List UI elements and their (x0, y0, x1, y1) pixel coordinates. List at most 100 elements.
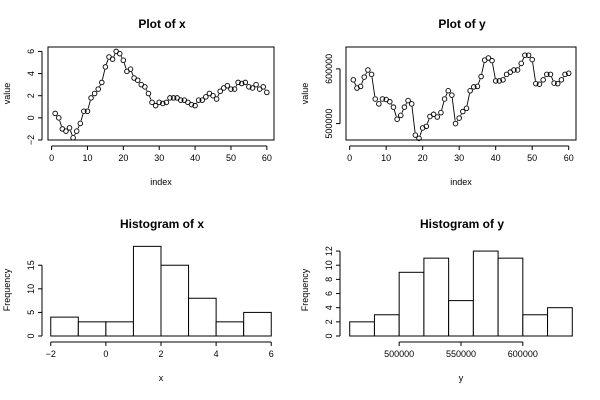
plot-y-data-point (540, 77, 546, 83)
hist-x-bar (105, 321, 134, 337)
plot-y-data-point (544, 71, 550, 78)
plot-y-data-point (357, 83, 364, 90)
plot-y-data-point (416, 135, 422, 142)
plot-y-line-segment (551, 76, 554, 81)
hist-y-x-tick-label: 600000 (508, 349, 538, 359)
plot-x-data-point (203, 94, 209, 100)
plot-x-data-point (81, 108, 87, 114)
hist-y-bar (547, 307, 573, 337)
hist-y-bar (423, 257, 450, 337)
plot-y-data-point (525, 52, 532, 58)
plot-y-line-segment (460, 113, 462, 116)
hist-y-bar (448, 300, 474, 337)
hist-x-bar (243, 311, 272, 337)
plot-y-data-point (558, 77, 565, 83)
plot-x-data-point (56, 115, 62, 121)
plot-y-plot-frame (345, 46, 577, 141)
plot-y-line-segment (426, 119, 430, 124)
plot-y-x-tick-label: 60 (564, 153, 574, 163)
plot-x-data-point (235, 79, 241, 86)
plot-y-line-segment (411, 106, 416, 133)
plot-x-data-point (109, 56, 116, 62)
plot-y-data-point (554, 80, 561, 87)
plot-y-x-tick-label: 50 (527, 153, 537, 163)
plot-x-y-axis-label: value (2, 83, 12, 105)
plot-x-data-point (88, 95, 94, 101)
plot-y-data-point (412, 132, 419, 138)
hist-x-x-tick-label: 2 (158, 349, 163, 359)
plot-y-data-point (423, 123, 430, 130)
plot-y-data-point (405, 97, 411, 104)
plot-y-data-point (445, 88, 451, 94)
plot-y-data-point (492, 78, 499, 84)
plot-x-line-segment (99, 84, 101, 87)
plot-x-line-segment (131, 71, 134, 76)
plot-x-line-segment (59, 120, 62, 127)
plot-y-data-point (514, 67, 521, 73)
plot-y-data-point (449, 92, 455, 98)
plot-y-data-point (441, 96, 448, 102)
plot-y-data-point (456, 115, 462, 121)
plot-y-data-point (434, 114, 441, 120)
plot-x-data-point (228, 86, 234, 92)
plot-y-line-segment (405, 102, 408, 105)
plot-x-line-segment (102, 69, 106, 80)
plot-x-data-point (84, 108, 91, 114)
hist-x-title: Histogram of x (120, 217, 204, 231)
plot-y-x-tick-label: 20 (418, 153, 428, 163)
plot-x-y-tick-label: 0 (26, 115, 36, 120)
plot-x-data-point (163, 99, 170, 106)
plot-x-data-point (145, 90, 152, 97)
plot-y-line-segment (401, 109, 404, 113)
plot-y-x-tick-label: 0 (347, 153, 352, 163)
plot-x-data-point (120, 57, 127, 64)
hist-x-bar (188, 297, 217, 337)
plot-y-line-segment (354, 82, 357, 86)
plot-x-line-segment (217, 93, 220, 97)
plot-x-data-point (160, 100, 166, 107)
plot-y-y-tick-label: 600000 (324, 54, 334, 84)
hist-y-y-tick-label: 8 (324, 277, 334, 282)
plot-y-data-point (518, 60, 524, 67)
plot-y-data-point (372, 96, 378, 102)
hist-x-bar (50, 316, 79, 337)
plot-x-x-tick-label: 60 (262, 153, 272, 163)
plot-y-data-point (511, 67, 517, 73)
plot-x-line-segment (123, 62, 127, 69)
plot-y-data-point (496, 78, 503, 84)
plot-x-x-axis-label: index (150, 177, 172, 187)
plot-x-data-point (102, 64, 109, 70)
hist-y-y-tick-label: 4 (324, 305, 334, 310)
plot-y-line-segment (393, 109, 397, 117)
plot-y-data-point (562, 71, 568, 78)
hist-y-bar (472, 250, 499, 337)
plot-x-data-point (99, 79, 105, 86)
hist-x-x-tick-label: 4 (214, 349, 219, 359)
plot-y-data-point (350, 77, 357, 83)
hist-y-bar (373, 314, 400, 337)
plot-y-data-point (463, 105, 470, 112)
plot-x-plot-frame (47, 46, 275, 141)
hist-y-bar (398, 271, 425, 337)
plot-x-data-point (134, 77, 141, 83)
plot-x-x-tick-label: 30 (154, 153, 164, 163)
plot-y-title: Plot of y (438, 17, 486, 31)
plot-y-line-segment (419, 130, 423, 136)
plot-x-data-point (152, 102, 159, 109)
hist-y-x-axis-label: y (459, 373, 464, 383)
plot-x-line-segment (105, 59, 109, 65)
plot-x-data-point (199, 97, 206, 103)
hist-y-y-tick-label: 0 (324, 333, 334, 338)
plot-x-line-segment (235, 84, 238, 87)
hist-x-x-tick-label: 6 (269, 349, 274, 359)
plot-x-line-segment (80, 113, 84, 121)
plot-y-line-segment (451, 97, 456, 121)
plot-x-line-segment (145, 89, 148, 92)
plot-x-data-point (249, 85, 256, 91)
plot-x-data-point (127, 66, 134, 72)
hist-x-bar (132, 245, 162, 337)
plot-x-data-point (95, 86, 101, 92)
plot-x-data-point (52, 110, 58, 117)
plot-x-data-point (73, 128, 80, 134)
plot-x-x-tick-label: 40 (190, 153, 200, 163)
